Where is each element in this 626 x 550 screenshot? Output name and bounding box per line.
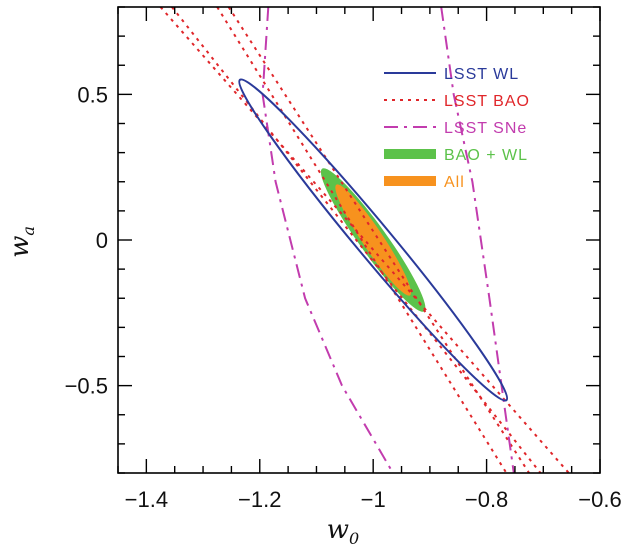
legend-swatch-bao-wl: [384, 149, 436, 159]
x-tick-label: −0.6: [578, 487, 621, 512]
x-tick-label: −1.2: [238, 487, 281, 512]
lsst-bao-line-3: [216, 7, 508, 473]
y-tick-label: 0.5: [77, 82, 108, 107]
y-tick-label: −0.5: [65, 374, 108, 399]
y-axis-title: wa: [5, 226, 38, 258]
tick-labels: −1.4 −1.2 −1 −0.8 −0.6 −0.5 0 0.5: [65, 82, 622, 512]
x-tick-label: −0.8: [465, 487, 508, 512]
lsst-bao-line-2: [171, 7, 542, 473]
legend-label-bao-wl: BAO + WL: [444, 147, 528, 164]
legend-label-lsst-wl: LSST WL: [444, 66, 519, 83]
legend: LSST WL LSST BAO LSST SNe BAO + WL All: [384, 66, 530, 191]
x-tick-label: −1.4: [125, 487, 168, 512]
lsst-wl-contour: [238, 78, 509, 402]
y-tick-label: 0: [96, 228, 108, 253]
legend-label-all: All: [444, 174, 465, 191]
axis-ticks: [117, 6, 601, 474]
x-tick-label: −1: [361, 487, 386, 512]
x-axis-title: w0: [327, 515, 359, 548]
lsst-sne-line-2: [440, 7, 515, 473]
all-contour: [335, 184, 412, 296]
legend-label-lsst-sne: LSST SNe: [444, 120, 527, 137]
legend-label-lsst-bao: LSST BAO: [444, 93, 530, 110]
lsst-sne-line-1: [261, 7, 394, 473]
legend-swatch-all: [384, 176, 436, 186]
